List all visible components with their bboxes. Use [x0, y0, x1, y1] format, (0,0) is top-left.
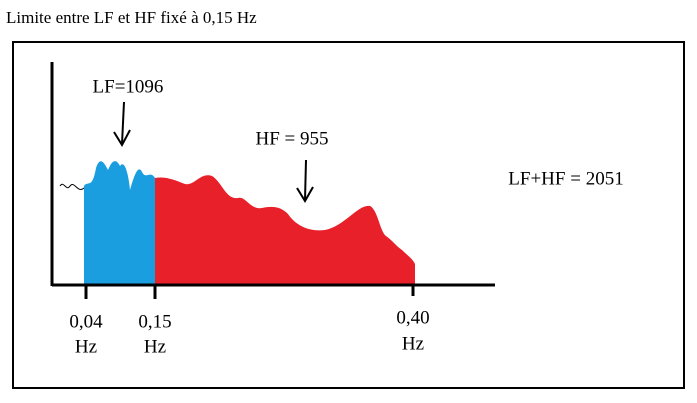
- frequency-unit: Hz: [402, 333, 424, 354]
- title: Limite entre LF et HF fixé à 0,15 Hz: [6, 8, 257, 27]
- frequency-label: 0,40: [396, 307, 429, 328]
- lf-annotation: LF=1096: [93, 76, 164, 97]
- frequency-unit: Hz: [75, 336, 97, 357]
- low-frequency-trace: [59, 183, 85, 190]
- total-annotation: LF+HF = 2051: [508, 168, 623, 189]
- lf-band: [84, 161, 155, 285]
- frequency-unit: Hz: [144, 336, 166, 357]
- lf-arrow: [113, 101, 131, 148]
- hf-annotation: HF = 955: [255, 128, 328, 149]
- hf-band: [155, 175, 415, 285]
- frequency-label: 0,04: [69, 311, 103, 332]
- hf-arrow: [296, 159, 314, 203]
- frequency-label: 0,15: [138, 311, 171, 332]
- frame: [12, 41, 685, 389]
